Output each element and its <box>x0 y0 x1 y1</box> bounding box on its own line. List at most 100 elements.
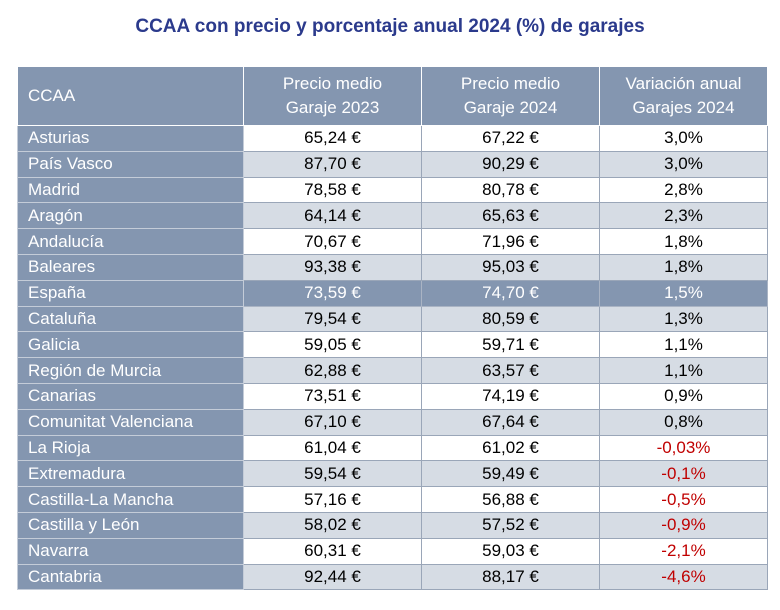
header-price-2024-line2: Garaje 2024 <box>463 98 558 117</box>
cell-price-2024: 63,57 € <box>421 357 600 384</box>
header-price-2024: Precio medio Garaje 2024 <box>421 66 600 126</box>
table-row: Castilla-La Mancha 57,16 €56,88 € -0,5% <box>17 486 768 513</box>
cell-ccaa: Galicia <box>17 331 244 359</box>
cell-price-2024: 74,19 € <box>421 382 600 410</box>
cell-ccaa: Comunitat Valenciana <box>17 408 244 436</box>
cell-ccaa: Cataluña <box>17 305 244 333</box>
table-row: Comunitat Valenciana 67,10 €67,64 €0,8% <box>17 408 768 436</box>
cell-price-2023: 61,04 € <box>243 434 422 462</box>
cell-price-2024: 56,88 € <box>421 486 600 513</box>
cell-price-2023: 65,24 € <box>243 125 422 152</box>
table-row: Canarias 73,51 €74,19 €0,9% <box>17 382 768 410</box>
table-title: CCAA con precio y porcentaje anual 2024 … <box>135 16 645 37</box>
cell-ccaa: Baleares <box>17 253 244 281</box>
table-row: Asturias 65,24 €67,22 €3,0% <box>17 125 768 152</box>
cell-price-2024: 61,02 € <box>421 434 600 462</box>
table-row: Castilla y León 58,02 €57,52 € -0,9% <box>17 511 768 539</box>
cell-price-2023: 70,67 € <box>243 228 422 255</box>
cell-variation: -4,6% <box>599 563 768 591</box>
cell-ccaa: España <box>17 279 244 307</box>
table-row: Región de Murcia 62,88 €63,57 €1,1% <box>17 357 768 384</box>
cell-ccaa: La Rioja <box>17 434 244 462</box>
cell-ccaa: País Vasco <box>17 150 244 178</box>
cell-variation: 1,5% <box>599 279 768 307</box>
cell-price-2023: 59,54 € <box>243 460 422 488</box>
cell-ccaa: Región de Murcia <box>17 357 244 384</box>
cell-price-2023: 79,54 € <box>243 305 422 333</box>
cell-price-2024: 80,59 € <box>421 305 600 333</box>
cell-price-2023: 87,70 € <box>243 150 422 178</box>
cell-ccaa: Navarra <box>17 537 244 565</box>
cell-price-2024: 90,29 € <box>421 150 600 178</box>
cell-variation: 3,0% <box>599 150 768 178</box>
table-row: Cantabria 92,44 €88,17 € -4,6% <box>17 563 768 591</box>
cell-price-2023: 93,38 € <box>243 253 422 281</box>
table-body: Asturias 65,24 €67,22 €3,0% País Vasco 87,7… <box>17 125 768 591</box>
cell-variation: 0,8% <box>599 408 768 436</box>
cell-price-2024: 95,03 € <box>421 253 600 281</box>
cell-price-2024: 59,03 € <box>421 537 600 565</box>
header-annual-variation: Variación anual Garajes 2024 <box>599 66 768 126</box>
cell-variation: 3,0% <box>599 125 768 152</box>
header-annual-variation-line1: Variación anual <box>625 74 742 93</box>
table-row: Cataluña 79,54 €80,59 €1,3% <box>17 305 768 333</box>
cell-price-2024: 57,52 € <box>421 511 600 539</box>
cell-variation: 1,1% <box>599 331 768 359</box>
cell-price-2023: 78,58 € <box>243 176 422 204</box>
cell-price-2024: 67,22 € <box>421 125 600 152</box>
cell-price-2023: 92,44 € <box>243 563 422 591</box>
header-price-2023-line1: Precio medio <box>282 74 383 93</box>
cell-variation: 1,8% <box>599 253 768 281</box>
cell-price-2023: 59,05 € <box>243 331 422 359</box>
cell-variation: 2,3% <box>599 202 768 230</box>
table-row: La Rioja 61,04 €61,02 € -0,03% <box>17 434 768 462</box>
cell-price-2023: 64,14 € <box>243 202 422 230</box>
cell-price-2023: 57,16 € <box>243 486 422 513</box>
cell-variation: 1,1% <box>599 357 768 384</box>
garage-price-table: CCAA Precio medio Garaje 2023 Precio med… <box>17 66 768 591</box>
cell-ccaa: Extremadura <box>17 460 244 488</box>
cell-price-2024: 59,49 € <box>421 460 600 488</box>
table-row: Madrid 78,58 €80,78 €2,8% <box>17 176 768 204</box>
table-row: País Vasco 87,70 €90,29 €3,0% <box>17 150 768 178</box>
table-row: Navarra 60,31 €59,03 € -2,1% <box>17 537 768 565</box>
cell-price-2024: 88,17 € <box>421 563 600 591</box>
cell-price-2023: 60,31 € <box>243 537 422 565</box>
cell-variation: -2,1% <box>599 537 768 565</box>
cell-price-2023: 67,10 € <box>243 408 422 436</box>
cell-price-2024: 71,96 € <box>421 228 600 255</box>
cell-variation: -0,1% <box>599 460 768 488</box>
cell-price-2024: 65,63 € <box>421 202 600 230</box>
table-row: Galicia 59,05 €59,71 €1,1% <box>17 331 768 359</box>
cell-price-2024: 80,78 € <box>421 176 600 204</box>
cell-price-2023: 62,88 € <box>243 357 422 384</box>
cell-ccaa: Aragón <box>17 202 244 230</box>
cell-price-2023: 73,59 € <box>243 279 422 307</box>
cell-ccaa: Castilla-La Mancha <box>17 486 244 513</box>
cell-ccaa: Cantabria <box>17 563 244 591</box>
header-price-2024-line1: Precio medio <box>460 74 561 93</box>
cell-price-2023: 58,02 € <box>243 511 422 539</box>
cell-variation: -0,9% <box>599 511 768 539</box>
cell-variation: -0,03% <box>599 434 768 462</box>
table-row: Andalucía 70,67 €71,96 €1,8% <box>17 228 768 255</box>
cell-ccaa: Asturias <box>17 125 244 152</box>
cell-ccaa: Andalucía <box>17 228 244 255</box>
header-price-2023-line2: Garaje 2023 <box>285 98 380 117</box>
cell-variation: 2,8% <box>599 176 768 204</box>
cell-variation: -0,5% <box>599 486 768 513</box>
header-ccaa: CCAA <box>17 66 244 126</box>
cell-variation: 1,8% <box>599 228 768 255</box>
cell-price-2024: 67,64 € <box>421 408 600 436</box>
cell-price-2024: 59,71 € <box>421 331 600 359</box>
table-row-total: España 73,59 €74,70 €1,5% <box>17 279 768 307</box>
cell-price-2023: 73,51 € <box>243 382 422 410</box>
cell-price-2024: 74,70 € <box>421 279 600 307</box>
table-row: Extremadura 59,54 €59,49 € -0,1% <box>17 460 768 488</box>
table-row: Aragón 64,14 €65,63 €2,3% <box>17 202 768 230</box>
cell-variation: 1,3% <box>599 305 768 333</box>
table-row: Baleares 93,38 €95,03 €1,8% <box>17 253 768 281</box>
header-row: CCAA Precio medio Garaje 2023 Precio med… <box>17 66 768 126</box>
cell-ccaa: Castilla y León <box>17 511 244 539</box>
cell-ccaa: Canarias <box>17 382 244 410</box>
